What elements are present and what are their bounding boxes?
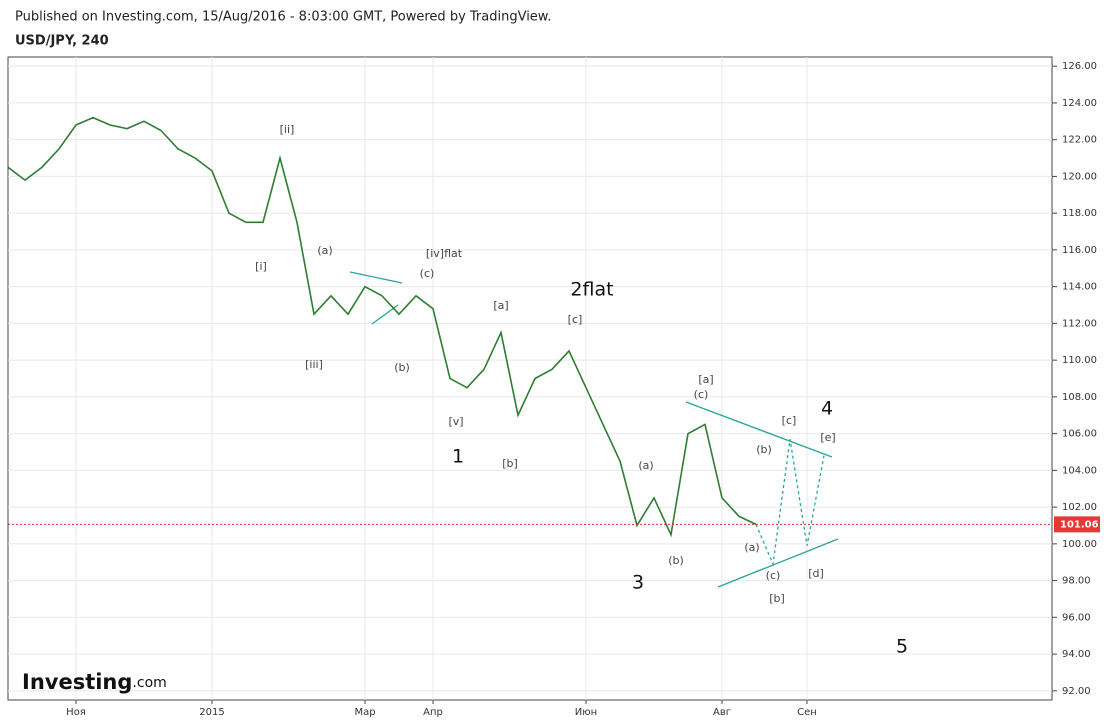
y-tick-label: 106.00 — [1062, 429, 1097, 440]
y-tick-label: 92.00 — [1062, 686, 1091, 697]
wave-label: [iii] — [305, 358, 323, 371]
y-tick-label: 120.00 — [1062, 171, 1097, 182]
y-tick-label: 124.00 — [1062, 98, 1097, 109]
trend-lines — [349, 271, 839, 588]
wave-label: (b) — [668, 554, 684, 567]
logo-suffix: .com — [132, 675, 166, 691]
wave-label: [a] — [493, 299, 508, 312]
y-tick-label: 94.00 — [1062, 649, 1091, 660]
wave-label: (b) — [394, 361, 410, 374]
x-tick-label: Авг — [713, 707, 731, 718]
y-tick-label: 98.00 — [1062, 576, 1091, 587]
x-tick-label: 2015 — [199, 707, 224, 718]
wave-label: [d] — [808, 567, 824, 580]
wave-label: [e] — [820, 431, 835, 444]
last-price-label: 101.06 — [1060, 519, 1099, 530]
wave-label: 5 — [896, 636, 908, 658]
wave-label: [ii] — [280, 123, 295, 136]
wave-label: 4 — [821, 398, 833, 420]
x-tick-label: Сен — [797, 707, 817, 718]
logo-brand: Investing — [22, 670, 132, 694]
wave-label: [a] — [698, 373, 713, 386]
wave-label: [c] — [782, 414, 797, 427]
header-symbol: USD/JPY, 240 — [15, 34, 109, 49]
y-tick-label: 108.00 — [1062, 392, 1097, 403]
wave-label: 2flat — [570, 279, 613, 301]
y-tick-label: 122.00 — [1062, 135, 1097, 146]
wave-label: [b] — [769, 592, 785, 605]
wave-label: (a) — [638, 459, 653, 472]
y-tick-label: 102.00 — [1062, 502, 1097, 513]
wave-label: (a) — [317, 244, 332, 257]
wave-label: (c) — [694, 388, 709, 401]
last-price-box — [1054, 516, 1100, 533]
x-tick-label: Июн — [575, 707, 597, 718]
wave-label: [v] — [448, 415, 463, 428]
x-tick-label: Мар — [354, 707, 375, 718]
y-tick-label: 110.00 — [1062, 355, 1097, 366]
y-tick-label: 118.00 — [1062, 208, 1097, 219]
price-line — [7, 116, 757, 538]
wave-label: [b] — [502, 457, 518, 470]
x-tick-label: Апр — [423, 707, 443, 718]
plot-frame — [7, 56, 1053, 701]
y-tick-label: 96.00 — [1062, 612, 1091, 623]
wave-label: 3 — [632, 572, 644, 594]
y-tick-label: 112.00 — [1062, 318, 1097, 329]
y-tick-label: 114.00 — [1062, 282, 1097, 293]
wave-label: [i] — [255, 260, 267, 273]
wave-label: 1 — [452, 446, 464, 468]
header-published: Published on Investing.com, 15/Aug/2016 … — [15, 10, 551, 25]
wave-label: (a) — [744, 541, 759, 554]
logo: Investing.com — [22, 670, 167, 694]
y-tick-label: 116.00 — [1062, 245, 1097, 256]
wave-label: [c] — [568, 313, 583, 326]
wave-label: [iv]flat — [426, 247, 463, 260]
wave-label: (b) — [756, 443, 772, 456]
y-tick-label: 104.00 — [1062, 465, 1097, 476]
y-tick-label: 126.00 — [1062, 61, 1097, 72]
wave-label: (c) — [766, 569, 781, 582]
x-tick-label: Ноя — [66, 707, 86, 718]
y-tick-label: 100.00 — [1062, 539, 1097, 550]
wave-label: (c) — [420, 267, 435, 280]
